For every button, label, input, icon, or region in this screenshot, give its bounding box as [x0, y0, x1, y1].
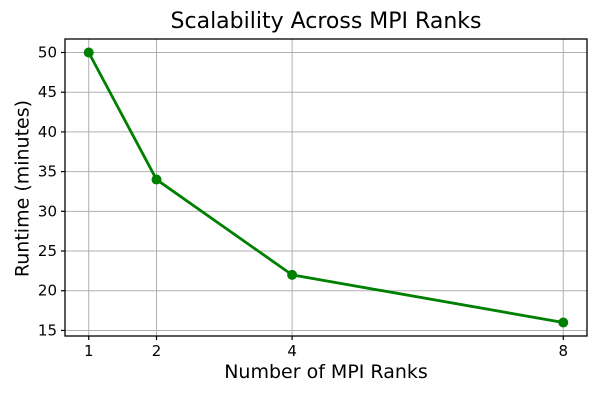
- y-tick-label: 45: [38, 83, 57, 101]
- data-point: [83, 47, 94, 58]
- x-tick-label: 1: [84, 342, 94, 360]
- y-tick-label: 35: [38, 163, 57, 181]
- x-tick-label: 4: [287, 342, 297, 360]
- data-point: [287, 269, 298, 280]
- x-tick-label: 8: [558, 342, 568, 360]
- data-point: [558, 317, 569, 328]
- chart-title: Scalability Across MPI Ranks: [170, 9, 482, 34]
- y-tick-label: 30: [38, 202, 57, 220]
- y-tick-label: 25: [38, 242, 57, 260]
- series-line: [87, 51, 565, 324]
- y-tick-label: 15: [38, 321, 57, 339]
- x-axis-label: Number of MPI Ranks: [224, 361, 428, 383]
- x-tick-label: 2: [152, 342, 162, 360]
- y-tick-label: 50: [38, 44, 57, 62]
- data-point: [151, 174, 162, 185]
- plot-frame: [64, 38, 588, 337]
- y-tick-label: 40: [38, 123, 57, 141]
- y-tick-label: 20: [38, 282, 57, 300]
